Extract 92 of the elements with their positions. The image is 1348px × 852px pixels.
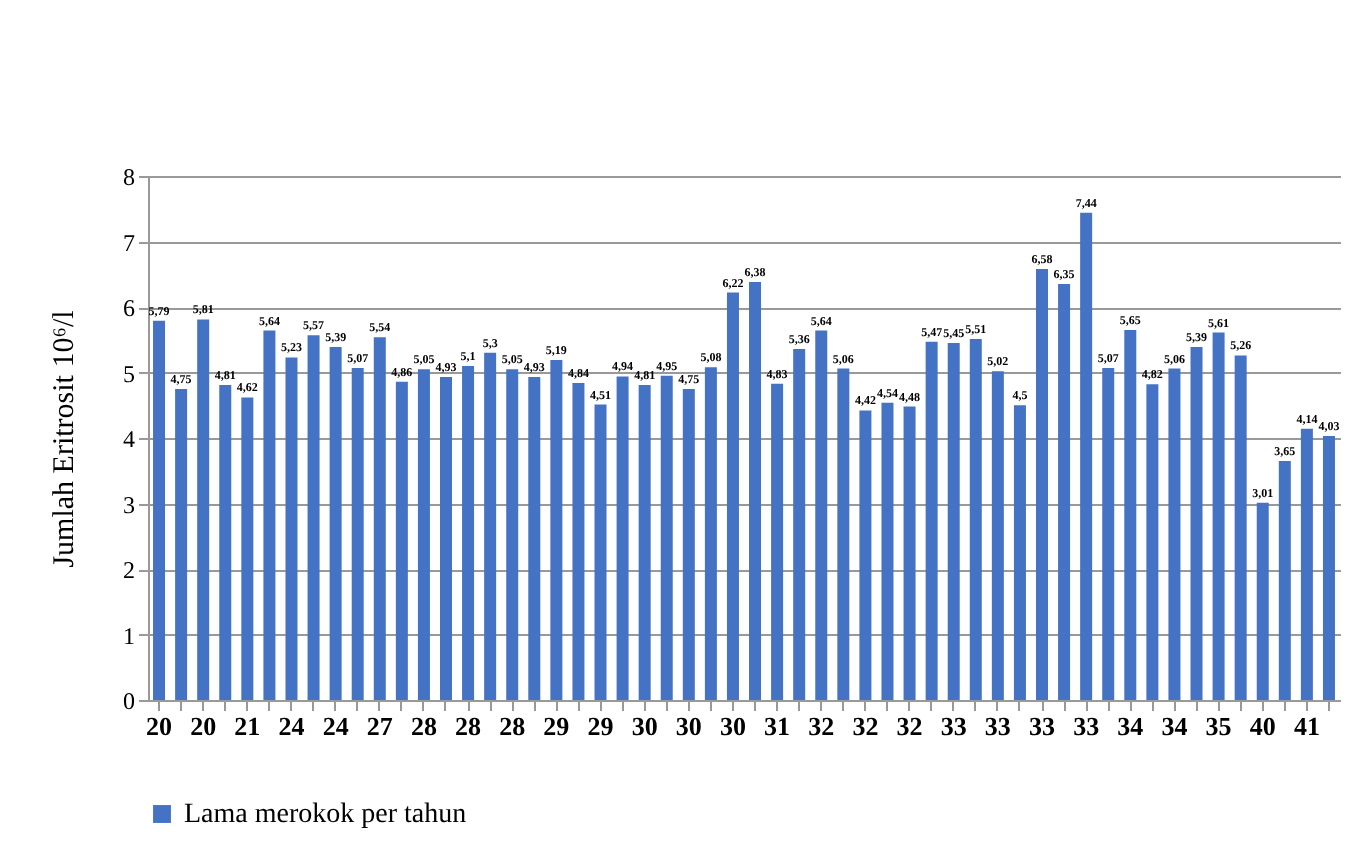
x-tick-label: 41 bbox=[1293, 711, 1320, 741]
bar bbox=[506, 369, 519, 700]
x-tick-label: 28 bbox=[410, 711, 438, 741]
bar bbox=[1190, 346, 1203, 700]
x-tick-label: 40 bbox=[1249, 711, 1276, 741]
bar bbox=[1080, 212, 1093, 700]
bar bbox=[153, 320, 166, 700]
x-tick-label: 24 bbox=[278, 711, 306, 741]
bar bbox=[307, 335, 320, 700]
bar bbox=[991, 371, 1004, 700]
bar bbox=[1058, 284, 1071, 700]
bar bbox=[859, 410, 872, 700]
bar bbox=[903, 406, 916, 700]
bar bbox=[373, 337, 386, 700]
x-tick-label: 30 bbox=[631, 711, 658, 741]
x-tick-label: 34 bbox=[1161, 711, 1189, 741]
x-tick-label: 34 bbox=[1117, 711, 1145, 741]
bar bbox=[528, 377, 541, 700]
bar bbox=[285, 357, 298, 700]
bar bbox=[660, 375, 673, 700]
bar bbox=[440, 377, 452, 700]
bar bbox=[1300, 428, 1313, 700]
x-tick-label: 33 bbox=[984, 711, 1012, 741]
bar bbox=[1168, 368, 1181, 700]
y-tick-label: 7 bbox=[123, 228, 135, 257]
legend-label: Lama merokok per tahun bbox=[184, 800, 467, 830]
bar bbox=[1013, 405, 1026, 700]
x-tick-label: 27 bbox=[366, 711, 394, 741]
x-tick-label: 28 bbox=[499, 711, 527, 741]
bar bbox=[881, 402, 894, 700]
bar bbox=[1102, 367, 1115, 700]
bar bbox=[462, 365, 475, 700]
x-tick-label: 21 bbox=[234, 711, 261, 741]
bar bbox=[837, 368, 850, 700]
bar bbox=[594, 404, 607, 700]
x-tick-label: 28 bbox=[455, 711, 483, 741]
y-tick-label: 5 bbox=[123, 359, 135, 388]
x-tick-label: 35 bbox=[1205, 711, 1233, 741]
x-tick-label: 30 bbox=[719, 711, 746, 741]
y-tick-label: 3 bbox=[123, 490, 135, 519]
bar bbox=[550, 360, 563, 700]
bar bbox=[395, 381, 408, 700]
bar bbox=[704, 367, 717, 700]
bar bbox=[175, 388, 188, 700]
x-tick-label: 31 bbox=[764, 711, 791, 741]
x-tick-label: 29 bbox=[543, 711, 571, 741]
y-tick-label: 0 bbox=[123, 687, 135, 715]
bar bbox=[815, 330, 828, 700]
bar bbox=[263, 330, 276, 700]
x-tick-label: 33 bbox=[1029, 711, 1056, 741]
bar bbox=[484, 352, 497, 700]
bar bbox=[197, 319, 210, 700]
x-tick-label: 30 bbox=[675, 711, 702, 741]
bar bbox=[1146, 384, 1159, 700]
bar bbox=[616, 376, 629, 700]
y-axis-title: Jumlah Eritrosit 10⁶/l bbox=[49, 310, 81, 568]
bar bbox=[925, 341, 938, 700]
x-tick-label: 24 bbox=[322, 711, 350, 741]
bar bbox=[572, 382, 585, 700]
x-tick-label: 20 bbox=[146, 711, 173, 741]
bar bbox=[771, 383, 784, 700]
bar bbox=[969, 339, 982, 700]
bar bbox=[947, 343, 960, 700]
bar bbox=[1234, 355, 1247, 700]
x-tick-label: 33 bbox=[940, 711, 968, 741]
x-tick-label: 29 bbox=[587, 711, 615, 741]
x-tick-label: 32 bbox=[808, 711, 835, 741]
y-tick-label: 8 bbox=[123, 163, 135, 191]
bar bbox=[793, 348, 806, 700]
x-tick-label: 20 bbox=[190, 711, 217, 741]
bar bbox=[1256, 502, 1269, 700]
x-tick-label: 32 bbox=[896, 711, 923, 741]
bar bbox=[682, 388, 695, 700]
bar bbox=[1124, 329, 1137, 700]
bar bbox=[726, 292, 739, 700]
y-tick-label: 4 bbox=[123, 425, 135, 453]
bar bbox=[219, 384, 232, 700]
y-tick-label: 1 bbox=[123, 621, 135, 650]
bar bbox=[1278, 460, 1291, 700]
bar bbox=[638, 384, 651, 700]
bar bbox=[749, 282, 762, 700]
bar bbox=[241, 397, 254, 700]
bar bbox=[417, 369, 430, 700]
bar bbox=[351, 367, 364, 700]
bar bbox=[329, 346, 342, 700]
bar bbox=[1212, 332, 1225, 700]
y-tick-label: 6 bbox=[123, 294, 135, 322]
x-tick-label: 33 bbox=[1073, 711, 1101, 741]
x-tick-label: 32 bbox=[852, 711, 879, 741]
bar bbox=[1322, 436, 1335, 700]
bar bbox=[1036, 269, 1048, 700]
y-tick-label: 2 bbox=[123, 556, 135, 584]
